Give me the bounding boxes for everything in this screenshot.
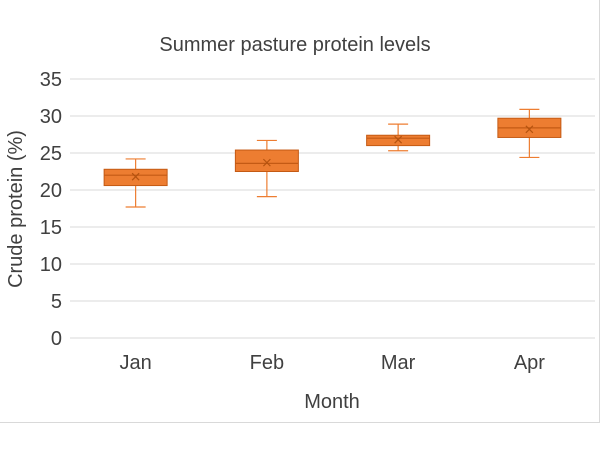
- x-tick-label: Jan: [120, 352, 152, 374]
- mean-stroke: [131, 172, 140, 181]
- y-tick-label: 10: [40, 254, 62, 276]
- y-tick-label: 25: [40, 143, 62, 165]
- gridlines: [70, 78, 595, 339]
- y-axis-ticks: 0 5 10 15 20 25 30 35: [40, 69, 62, 350]
- x-tick-label: Mar: [381, 352, 416, 374]
- mean-marker: [525, 125, 534, 134]
- mean-marker: [394, 135, 403, 144]
- x-tick-label: Apr: [514, 352, 545, 374]
- box-feb: [234, 139, 299, 198]
- mean-stroke: [525, 125, 534, 134]
- mean-stroke: [262, 158, 271, 167]
- mean-stroke: [394, 135, 403, 144]
- chart-title: Summer pasture protein levels: [159, 34, 430, 56]
- x-tick-label: Feb: [250, 352, 284, 374]
- box-jan: [103, 158, 168, 208]
- mean-marker: [131, 172, 140, 181]
- x-axis-ticks: Jan Feb Mar Apr: [120, 352, 546, 374]
- x-axis-label: Month: [304, 391, 360, 413]
- y-tick-label: 20: [40, 180, 62, 202]
- y-tick-label: 35: [40, 69, 62, 91]
- y-tick-label: 15: [40, 217, 62, 239]
- iqr-box: [234, 149, 299, 172]
- y-axis-label: Crude protein (%): [5, 130, 27, 288]
- box-mar: [366, 123, 431, 152]
- box-series: [103, 108, 562, 208]
- y-tick-label: 0: [51, 328, 62, 350]
- y-tick-label: 5: [51, 291, 62, 313]
- mean-marker: [262, 158, 271, 167]
- y-tick-label: 30: [40, 106, 62, 128]
- box-apr: [497, 108, 562, 159]
